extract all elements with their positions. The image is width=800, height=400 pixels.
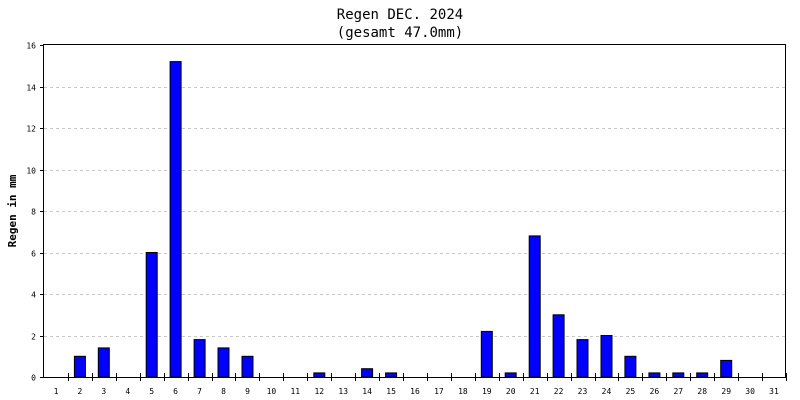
bar-day-25: [624, 355, 637, 378]
bar-day-27: [672, 372, 685, 378]
x-tick-label: 25: [626, 387, 636, 396]
y-ticks: 0 2 4 6 8 10 12 14 16: [26, 42, 44, 383]
bar-day-15: [385, 372, 398, 378]
bar-day-22: [552, 314, 565, 378]
x-tick-label: 20: [506, 387, 516, 396]
bar-day-28: [696, 372, 709, 378]
y-tick-label: 0: [31, 374, 36, 383]
x-tick-label: 30: [745, 387, 755, 396]
x-tick-label: 29: [721, 387, 731, 396]
bar-day-20: [504, 372, 517, 378]
y-axis-label: Regen in mm: [6, 174, 19, 247]
x-tick-label: 26: [650, 387, 660, 396]
y-tick-label: 4: [31, 291, 36, 300]
x-tick-label: 1: [54, 387, 59, 396]
x-tick-label: 11: [290, 387, 300, 396]
bar-day-2: [73, 355, 86, 378]
bar-day-26: [648, 372, 661, 378]
bar-day-21: [528, 235, 541, 378]
y-tick-label: 14: [26, 84, 36, 93]
y-tick-label: 2: [31, 333, 36, 342]
x-tick-label: 17: [434, 387, 444, 396]
y-tick-label: 10: [26, 167, 36, 176]
x-tick-label: 4: [125, 387, 130, 396]
bar-day-5: [145, 252, 158, 378]
x-tick-label: 16: [410, 387, 420, 396]
x-tick-label: 3: [101, 387, 106, 396]
x-tick-label: 5: [149, 387, 154, 396]
y-tick-label: 6: [31, 250, 36, 259]
x-tick-label: 6: [173, 387, 178, 396]
x-tick-label: 15: [386, 387, 396, 396]
x-tick-label: 28: [697, 387, 707, 396]
bars: [73, 61, 733, 378]
x-tick-label: 19: [482, 387, 492, 396]
bar-day-7: [193, 339, 206, 378]
y-tick-label: 8: [31, 208, 36, 217]
bar-day-29: [720, 359, 733, 378]
x-tick-label: 8: [221, 387, 226, 396]
bar-day-9: [241, 355, 254, 378]
y-tick-label: 12: [26, 125, 36, 134]
bar-day-3: [97, 347, 110, 378]
bar-day-24: [600, 335, 613, 378]
bar-day-6: [169, 61, 182, 378]
y-tick-label: 16: [26, 42, 36, 51]
grid-lines: [44, 87, 786, 337]
x-tick-label: 7: [197, 387, 202, 396]
x-tick-label: 14: [362, 387, 372, 396]
x-tick-label: 10: [267, 387, 277, 396]
bar-day-8: [217, 347, 230, 378]
chart-title: Regen DEC. 2024: [337, 7, 463, 23]
x-tick-label: 13: [338, 387, 348, 396]
x-tick-label: 24: [602, 387, 612, 396]
bar-day-12: [313, 372, 326, 378]
x-tick-label: 23: [578, 387, 588, 396]
chart-subtitle: (gesamt 47.0mm): [337, 25, 463, 41]
bar-day-23: [576, 339, 589, 378]
x-tick-label: 27: [673, 387, 683, 396]
x-ticks: 1 2 3 4 5 6 7 8 9 10 11 12 13 14 15 16 17 18 19 20 21 22 23 24 2…: [54, 373, 787, 396]
x-tick-label: 18: [458, 387, 468, 396]
x-tick-label: 22: [554, 387, 564, 396]
bar-day-14: [361, 368, 374, 378]
bar-day-19: [480, 330, 493, 378]
x-tick-label: 21: [530, 387, 540, 396]
x-tick-label: 9: [245, 387, 250, 396]
x-tick-label: 31: [769, 387, 779, 396]
x-tick-label: 12: [314, 387, 324, 396]
x-tick-label: 2: [77, 387, 82, 396]
